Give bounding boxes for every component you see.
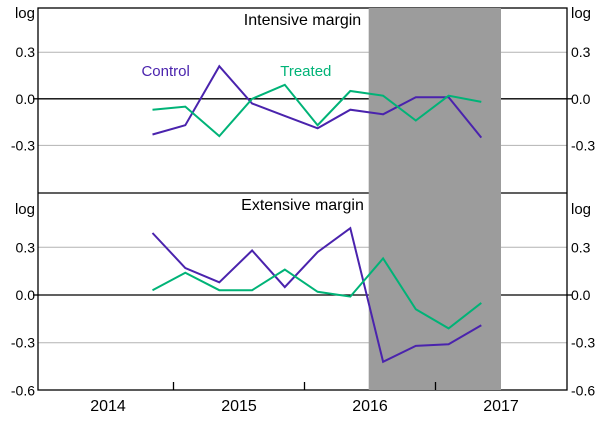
y-tick-label: 0.0 bbox=[16, 287, 36, 303]
series-label-treated: Treated bbox=[280, 63, 331, 80]
y-tick-label: 0.0 bbox=[571, 287, 591, 303]
y-tick-label: -0.6 bbox=[571, 382, 595, 398]
bottom-control-line bbox=[151, 226, 482, 364]
panel-title: Extensive margin bbox=[241, 197, 364, 214]
y-axis-unit-label: log bbox=[571, 5, 591, 22]
y-tick-label: 0.3 bbox=[16, 44, 36, 60]
y-tick-label: 0.3 bbox=[16, 239, 36, 255]
plot-border bbox=[37, 7, 568, 391]
y-axis-unit-label: log bbox=[571, 201, 591, 218]
x-tick-label: 2017 bbox=[483, 398, 519, 415]
x-tick-label: 2014 bbox=[90, 398, 126, 415]
y-axis-unit-label: log bbox=[15, 5, 35, 22]
series-label-control: Control bbox=[141, 63, 189, 80]
y-tick-label: 0.0 bbox=[16, 91, 36, 107]
y-tick-label: -0.3 bbox=[571, 335, 595, 351]
top-control-line bbox=[152, 64, 483, 139]
y-tick-label: 0.3 bbox=[571, 44, 591, 60]
y-axis-unit-label: log bbox=[15, 201, 35, 218]
y-tick-label: -0.3 bbox=[571, 137, 595, 153]
treatment-period-shading bbox=[368, 8, 501, 390]
y-tick-label: 0.3 bbox=[571, 239, 591, 255]
y-tick-label: 0.0 bbox=[571, 91, 591, 107]
y-tick-label: -0.3 bbox=[11, 335, 35, 351]
y-tick-label: -0.3 bbox=[11, 137, 35, 153]
panel-title: Intensive margin bbox=[244, 12, 361, 29]
y-tick-label: -0.6 bbox=[11, 382, 35, 398]
x-tick-label: 2016 bbox=[352, 398, 388, 415]
x-tick-label: 2015 bbox=[221, 398, 257, 415]
top-treated-line bbox=[152, 83, 482, 138]
bottom-treated-line bbox=[152, 256, 482, 330]
